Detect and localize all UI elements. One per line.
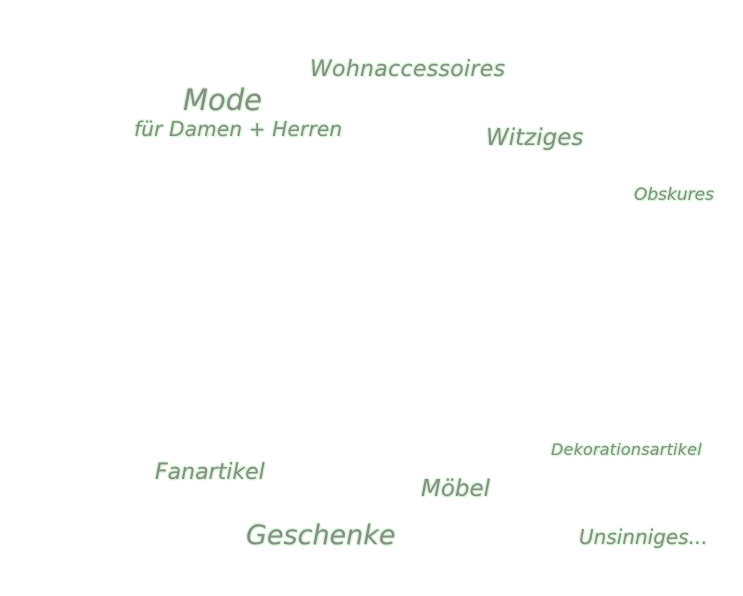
link-unsinniges[interactable]: Unsinniges... — [579, 525, 708, 549]
link-obskures[interactable]: Obskures — [634, 185, 714, 205]
link-wohnaccessoires[interactable]: Wohnaccessoires — [310, 57, 506, 82]
link-moebel[interactable]: Möbel — [421, 476, 491, 502]
link-fanartikel[interactable]: Fanartikel — [155, 460, 265, 485]
link-geschenke[interactable]: Geschenke — [246, 520, 396, 551]
link-mode[interactable]: Mode — [183, 83, 263, 117]
link-dekorationsartikel[interactable]: Dekorationsartikel — [551, 440, 702, 459]
link-mode-sub[interactable]: für Damen + Herren — [134, 117, 343, 141]
link-witziges[interactable]: Witziges — [486, 125, 584, 151]
